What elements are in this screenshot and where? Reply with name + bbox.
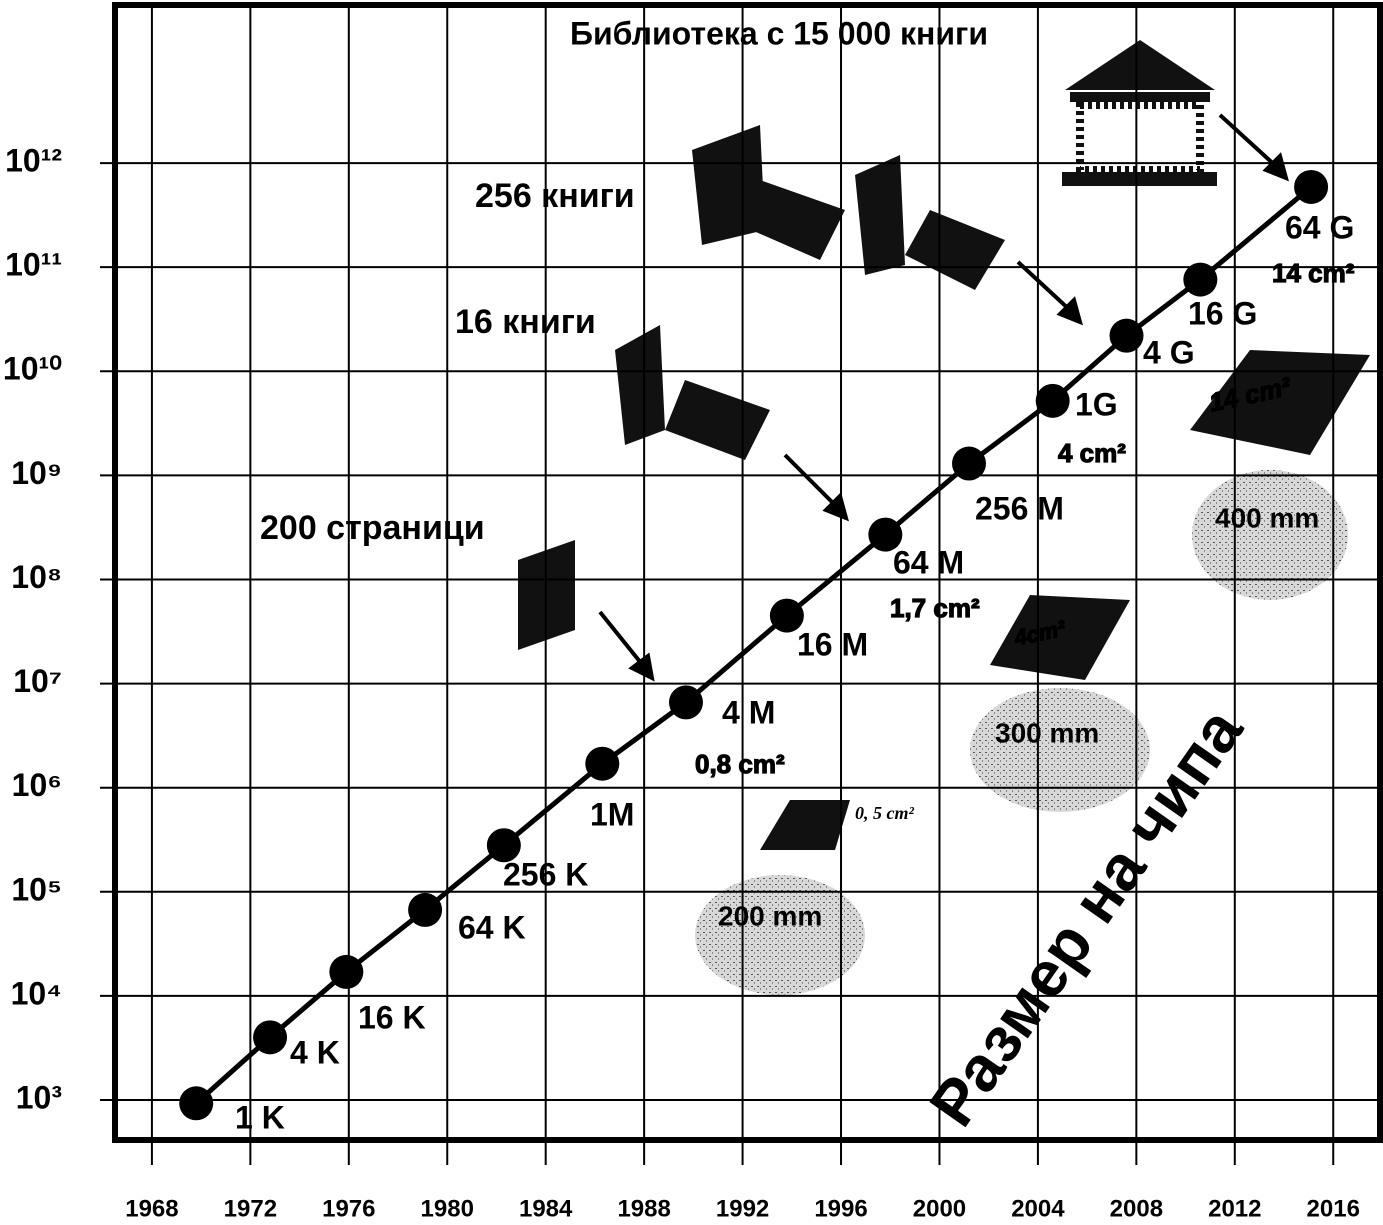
point-label: 1 K (235, 1099, 285, 1135)
y-tick-label: 10⁴ (11, 975, 62, 1011)
point-label: 64 G (1285, 209, 1354, 245)
data-point (408, 893, 442, 927)
data-point (1183, 263, 1217, 297)
y-tick-label: 10¹² (5, 143, 62, 179)
x-tick-label: 2008 (1110, 1195, 1163, 1222)
y-tick-label: 10⁹ (11, 455, 62, 491)
x-tick-label: 1968 (125, 1195, 178, 1222)
data-point (329, 955, 363, 989)
y-tick-label: 10¹¹ (5, 247, 62, 283)
annotation: Библиотека с 15 000 книги (570, 15, 988, 51)
annotation: 400 mm (1215, 502, 1319, 533)
y-tick-label: 10¹⁰ (3, 351, 62, 387)
data-point (179, 1086, 213, 1120)
x-tick-label: 1992 (716, 1195, 769, 1222)
point-label: 16 K (358, 999, 426, 1035)
data-point (253, 1020, 287, 1054)
point-label: 256 K (503, 856, 588, 892)
point-label: 1M (590, 796, 634, 832)
wafer (970, 688, 1150, 812)
y-tick-label: 10⁸ (11, 559, 62, 595)
point-label: 4 M (722, 694, 775, 730)
chip (760, 800, 850, 850)
x-tick-label: 1980 (421, 1195, 474, 1222)
point-label: 16 G (1188, 295, 1257, 331)
x-tick-label: 1976 (322, 1195, 375, 1222)
point-label: 16 M (797, 626, 868, 662)
annotation: 4 cm² (1058, 438, 1126, 468)
data-point (1294, 170, 1328, 204)
wafer (695, 875, 865, 995)
x-tick-label: 1984 (519, 1195, 573, 1222)
annotation: 0, 5 cm² (855, 803, 914, 823)
y-tick-label: 10⁶ (12, 767, 62, 803)
x-tick-label: 2016 (1307, 1195, 1360, 1222)
x-tick-label: 1988 (617, 1195, 670, 1222)
y-tick-label: 10³ (16, 1079, 62, 1115)
book (615, 325, 665, 445)
point-label: 64 M (893, 544, 964, 580)
annotation: 1,7 cm² (890, 593, 980, 623)
data-point (1036, 384, 1070, 418)
annotation: 200 страници (260, 509, 485, 547)
book (905, 210, 1005, 290)
annotation: 256 книги (475, 177, 635, 215)
annotation: 0,8 cm² (695, 749, 785, 779)
book (855, 155, 905, 275)
x-tick-label: 2000 (913, 1195, 966, 1222)
data-point (952, 447, 986, 481)
x-tick-label: 2012 (1208, 1195, 1261, 1222)
x-tick-label: 2004 (1011, 1195, 1065, 1222)
annotation: 16 книги (455, 303, 596, 341)
annotation: 14 cm² (1272, 258, 1355, 288)
point-label: 4 K (290, 1034, 340, 1070)
annotation: 200 mm (718, 900, 822, 931)
y-tick-label: 10⁵ (11, 871, 62, 907)
data-point (585, 747, 619, 781)
x-tick-label: 1996 (814, 1195, 867, 1222)
data-point (1110, 319, 1144, 353)
point-label: 64 K (458, 909, 526, 945)
wafer (1192, 470, 1348, 600)
annotation: 300 mm (995, 717, 1099, 748)
book (740, 180, 845, 260)
point-label: 4 G (1143, 334, 1195, 370)
library-icon (1062, 40, 1217, 186)
point-label: 1G (1075, 386, 1118, 422)
chart: 10³ 10⁴ 10⁵ 10⁶ 10⁷ 10⁸ 10⁹ 10¹⁰ 10¹¹ 10¹² 1968 197… (0, 0, 1383, 1225)
x-tick-label: 1972 (224, 1195, 277, 1222)
data-point (669, 685, 703, 719)
point-label: 256 M (975, 490, 1064, 526)
book (665, 380, 770, 460)
y-tick-label: 10⁷ (13, 663, 62, 699)
